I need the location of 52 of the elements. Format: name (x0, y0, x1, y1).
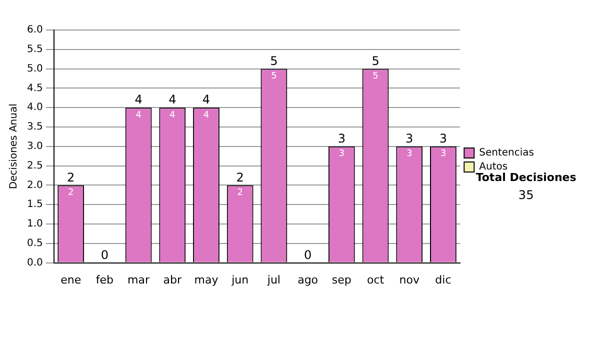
total-label: 5 (270, 54, 278, 68)
data-label: 5 (372, 72, 378, 82)
legend-label: Autos (479, 162, 508, 173)
x-tick-label: dic (435, 273, 452, 286)
y-tick-label: 5.0 (26, 63, 43, 74)
total-label: 4 (134, 92, 142, 107)
total-label: 2 (236, 170, 244, 184)
x-tick-label: feb (96, 273, 114, 286)
data-label: 4 (136, 110, 142, 120)
total-label: 3 (338, 132, 346, 146)
x-tick-label: jul (266, 273, 280, 286)
y-tick-label: 2.0 (26, 180, 43, 191)
y-tick-label: 1.5 (26, 199, 43, 210)
x-tick-label: may (194, 273, 219, 286)
y-tick-label: 0.5 (26, 238, 43, 249)
x-tick-label: oct (366, 273, 385, 286)
data-label: 4 (170, 110, 176, 120)
total-label: 0 (304, 248, 312, 262)
x-tick-label: sep (332, 273, 352, 286)
data-label: 3 (440, 149, 446, 160)
y-tick-label: 2.5 (26, 160, 43, 172)
data-label: 2 (237, 188, 243, 198)
x-tick-label: abr (163, 273, 182, 286)
total-label: 3 (406, 132, 414, 146)
data-label: 2 (68, 188, 74, 198)
y-tick-label: 6.0 (26, 24, 43, 36)
text: Total Decisiones (476, 170, 577, 184)
y-tick-label: 4.5 (26, 82, 43, 94)
text: 35 (518, 188, 534, 202)
x-tick-label: nov (399, 273, 420, 286)
data-label: 3 (406, 149, 412, 160)
data-label: 3 (338, 149, 345, 160)
y-tick-label: 1.0 (26, 218, 43, 230)
x-tick-label: ene (60, 273, 82, 286)
total-label: 4 (202, 92, 210, 107)
y-tick-label: 0.0 (26, 257, 43, 268)
legend-label: Sentencias (479, 148, 534, 159)
y-tick-label: 3.5 (26, 122, 43, 133)
total-label: 5 (372, 54, 380, 68)
total-label: 4 (168, 92, 176, 107)
total-label: 2 (67, 170, 75, 184)
y-tick-label: 3.0 (26, 140, 43, 152)
x-tick-label: jun (230, 273, 249, 286)
total-label: 0 (100, 248, 109, 262)
total-label: 3 (439, 132, 448, 146)
x-tick-label: mar (128, 273, 150, 286)
data-label: 4 (203, 110, 210, 120)
y-tick-label: 5.5 (26, 44, 43, 55)
y-axis-title: Decisiones Anual (8, 104, 20, 190)
x-tick-label: ago (298, 273, 318, 286)
y-tick-label: 4.0 (26, 102, 43, 114)
data-label: 5 (271, 72, 277, 82)
